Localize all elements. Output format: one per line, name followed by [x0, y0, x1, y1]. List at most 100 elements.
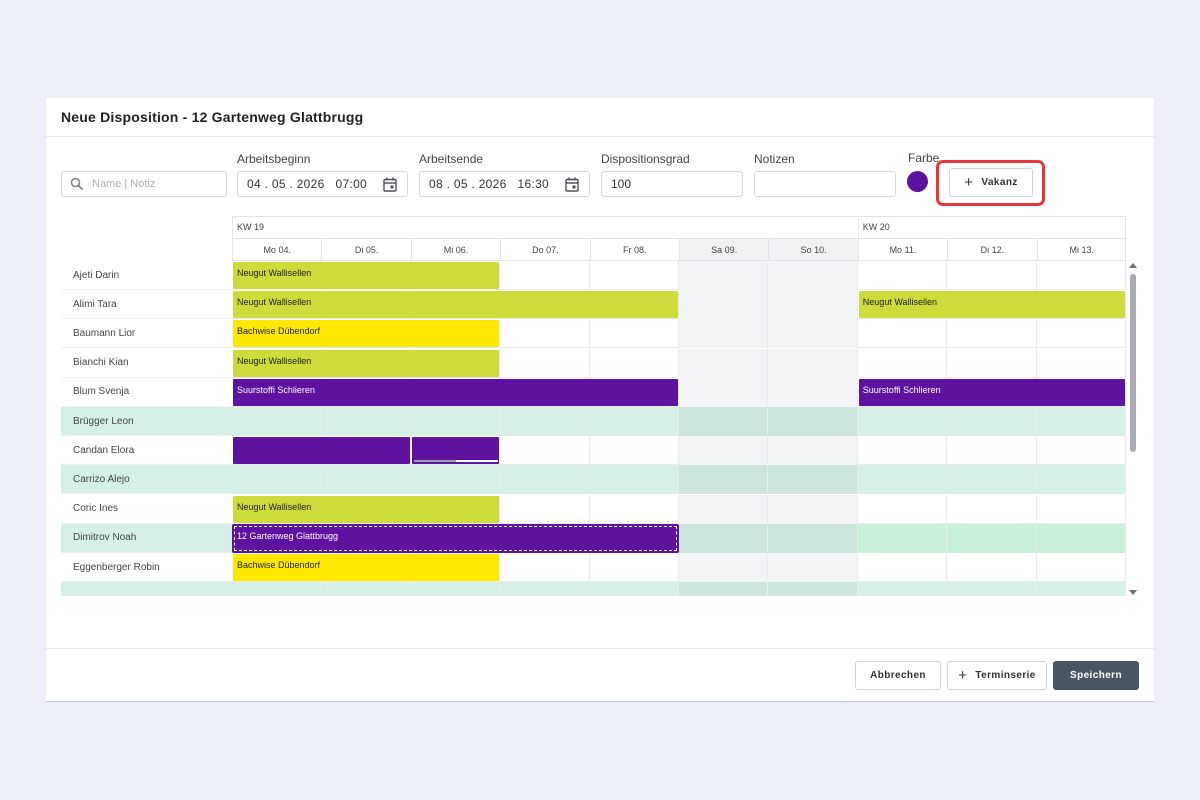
schedule-cell[interactable]	[590, 290, 679, 320]
notizen-field[interactable]	[754, 171, 896, 197]
schedule-cell[interactable]	[1037, 553, 1126, 582]
schedule-cell[interactable]	[947, 582, 1037, 596]
schedule-cell[interactable]	[679, 494, 769, 524]
schedule-cell[interactable]	[1036, 582, 1126, 596]
schedule-cell[interactable]	[590, 319, 679, 349]
schedule-cell[interactable]	[1037, 261, 1126, 290]
scroll-up-arrow[interactable]	[1129, 263, 1137, 268]
schedule-cell[interactable]	[857, 523, 948, 553]
schedule-cell[interactable]	[500, 407, 590, 436]
calendar-icon[interactable]	[383, 177, 397, 192]
schedule-cell[interactable]	[679, 407, 769, 436]
schedule-cell[interactable]	[857, 582, 948, 596]
schedule-cell[interactable]	[321, 436, 411, 466]
schedule-cell[interactable]	[858, 553, 948, 582]
assignment-bar[interactable]: Bachwise Dübendorf	[233, 554, 500, 581]
schedule-cell[interactable]	[858, 494, 948, 524]
schedule-cell[interactable]	[947, 553, 1037, 582]
employee-name[interactable]: Dimitrov Noah	[61, 523, 232, 553]
assignment-bar[interactable]: Neugut Wallisellen	[233, 495, 500, 523]
assignment-bar[interactable]: Suurstoffi Schlieren	[233, 378, 678, 406]
schedule-cell[interactable]	[1037, 319, 1126, 349]
assignment-bar[interactable]: Neugut Wallisellen	[233, 262, 500, 289]
schedule-cell[interactable]	[411, 553, 501, 582]
assignment-bar[interactable]	[411, 437, 500, 465]
schedule-cell[interactable]	[500, 319, 590, 349]
schedule-cell[interactable]	[1037, 348, 1126, 378]
schedule-cell[interactable]	[768, 261, 858, 290]
arbeitsbeginn-field[interactable]: 04 . 05 . 2026 07:00	[237, 171, 408, 197]
schedule-cell[interactable]	[679, 348, 769, 378]
scroll-down-arrow[interactable]	[1129, 590, 1137, 595]
employee-name[interactable]: Candan Elora	[61, 436, 232, 466]
schedule-cell[interactable]	[411, 436, 501, 466]
schedule-cell[interactable]	[1036, 523, 1126, 553]
employee-name[interactable]: Bianchi Kian	[61, 349, 232, 378]
schedule-cell[interactable]	[410, 582, 501, 596]
schedule-cell[interactable]	[410, 407, 501, 436]
search-input[interactable]: Name | Notiz	[61, 171, 227, 197]
assignment-bar[interactable]: 12 Gartenweg Glattbrugg	[233, 524, 678, 552]
schedule-cell[interactable]	[947, 523, 1037, 553]
schedule-cell[interactable]	[947, 494, 1037, 524]
schedule-cell[interactable]	[679, 523, 769, 553]
schedule-cell[interactable]	[679, 436, 769, 466]
schedule-cell[interactable]	[1037, 436, 1126, 466]
schedule-cell[interactable]	[232, 582, 322, 596]
assignment-bar[interactable]: Neugut Wallisellen	[233, 349, 500, 377]
schedule-cell[interactable]	[590, 377, 679, 407]
schedule-cell[interactable]	[590, 261, 679, 290]
employee-name[interactable]: Eggenberger Robin	[61, 553, 232, 582]
employee-name[interactable]: Carrizo Alejo	[61, 465, 232, 495]
schedule-cell[interactable]	[947, 319, 1037, 349]
dispositionsgrad-field[interactable]: 100	[601, 171, 743, 197]
employee-name[interactable]: Ajeti Darin	[61, 261, 232, 290]
schedule-cell[interactable]	[590, 348, 679, 378]
schedule-cell[interactable]	[589, 465, 679, 495]
employee-name[interactable]: Alimi Tara	[61, 290, 232, 320]
schedule-cell[interactable]	[768, 348, 858, 378]
schedule-cell[interactable]	[590, 553, 679, 582]
schedule-cell[interactable]	[590, 494, 679, 524]
schedule-cell[interactable]	[858, 261, 948, 290]
employee-name[interactable]: Blum Svenja	[61, 378, 232, 407]
schedule-cell[interactable]	[679, 290, 769, 320]
schedule-cell[interactable]	[411, 348, 501, 378]
schedule-cell[interactable]	[500, 582, 590, 596]
schedule-cell[interactable]	[768, 407, 858, 436]
schedule-cell[interactable]	[1037, 290, 1126, 320]
schedule-cell[interactable]	[768, 465, 858, 495]
schedule-cell[interactable]	[947, 407, 1037, 436]
color-picker[interactable]	[907, 171, 928, 192]
schedule-cell[interactable]	[500, 436, 590, 466]
schedule-cell[interactable]	[1036, 407, 1126, 436]
schedule-cell[interactable]	[947, 436, 1037, 466]
scroll-thumb[interactable]	[1130, 274, 1136, 452]
schedule-cell[interactable]	[768, 582, 858, 596]
schedule-cell[interactable]	[1037, 377, 1126, 407]
calendar-icon[interactable]	[565, 177, 579, 192]
schedule-cell[interactable]	[679, 319, 769, 349]
assignment-bar[interactable]	[233, 437, 410, 465]
schedule-cell[interactable]	[500, 465, 590, 495]
schedule-cell[interactable]	[947, 261, 1037, 290]
employee-name[interactable]: Coric Ines	[61, 495, 232, 524]
schedule-cell[interactable]	[232, 407, 322, 436]
arbeitsende-field[interactable]: 08 . 05 . 2026 16:30	[419, 171, 590, 197]
schedule-cell[interactable]	[590, 436, 679, 466]
schedule-cell[interactable]	[321, 582, 411, 596]
vakanz-button[interactable]: + Vakanz	[949, 168, 1033, 197]
schedule-cell[interactable]	[232, 465, 322, 495]
schedule-cell[interactable]	[858, 348, 948, 378]
employee-name[interactable]: Baumann Lior	[61, 319, 232, 349]
schedule-cell[interactable]	[768, 494, 858, 524]
schedule-cell[interactable]	[1037, 494, 1126, 524]
employee-name[interactable]	[61, 582, 232, 596]
schedule-cell[interactable]	[768, 319, 858, 349]
schedule-cell[interactable]	[858, 436, 948, 466]
assignment-bar[interactable]: Neugut Wallisellen	[233, 291, 678, 319]
schedule-cell[interactable]	[589, 407, 679, 436]
schedule-cell[interactable]	[768, 290, 858, 320]
schedule-cell[interactable]	[500, 494, 590, 524]
schedule-cell[interactable]	[1036, 465, 1126, 495]
